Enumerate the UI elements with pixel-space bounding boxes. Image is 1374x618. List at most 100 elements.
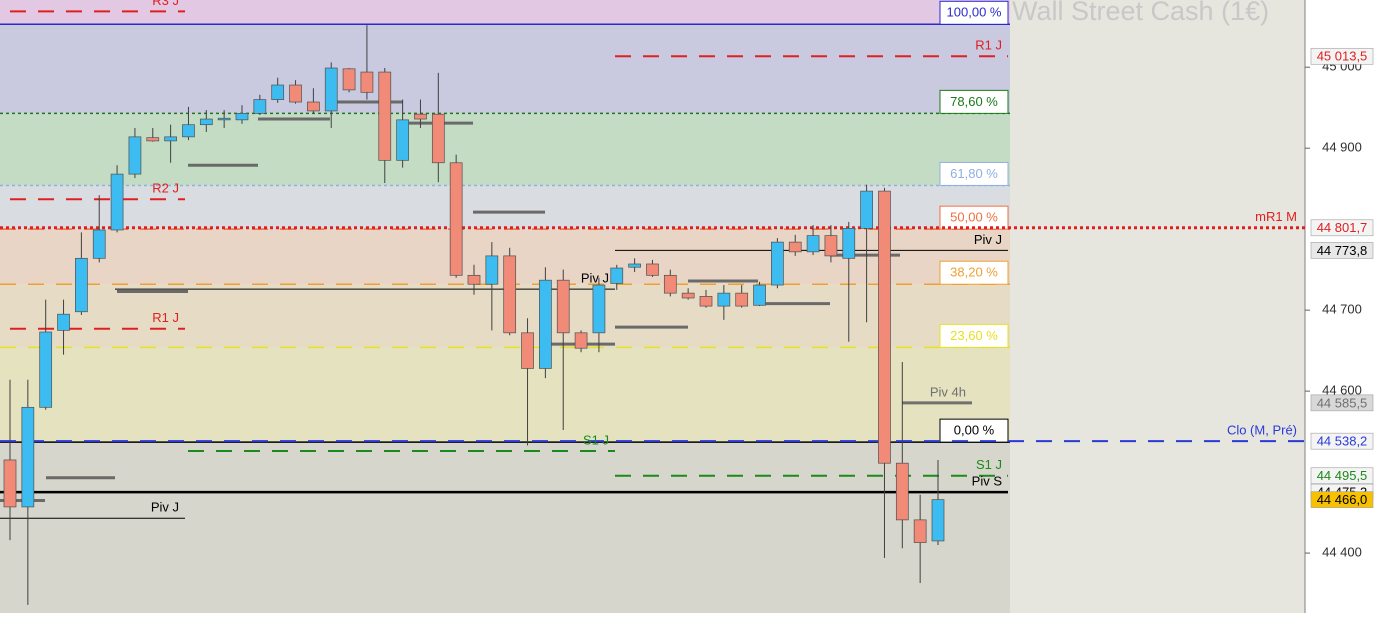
price-tag <box>1310 394 1374 412</box>
candle-body <box>717 292 731 307</box>
candle-body <box>574 332 588 349</box>
fib-label-box <box>939 418 1009 443</box>
candle-body <box>806 235 820 253</box>
fib-band <box>0 0 1010 25</box>
candle-body <box>378 71 392 161</box>
price-tag-label: 44 585,5 <box>1317 395 1368 410</box>
fib-band <box>0 185 1010 230</box>
candle-body <box>289 84 302 103</box>
level-label: Piv 4h <box>930 384 966 399</box>
candle-body <box>92 229 106 259</box>
candle-body <box>217 117 231 121</box>
candle-body <box>467 274 481 285</box>
fib-band <box>0 24 1010 114</box>
y-tick-label: 44 900 <box>1322 140 1362 155</box>
price-tag-label: 45 013,5 <box>1317 49 1368 64</box>
fib-label-box <box>939 89 1009 114</box>
price-tag <box>1310 47 1374 65</box>
candle-body <box>699 296 713 307</box>
axis-background <box>1305 0 1374 613</box>
candle-body <box>860 190 873 229</box>
candle-body <box>842 228 856 259</box>
candle-body <box>110 173 124 231</box>
candle-body <box>253 99 267 114</box>
fib-label-box <box>939 323 1009 348</box>
candle-body <box>628 263 641 268</box>
fib-label: 0,00 % <box>954 423 995 438</box>
candle-body <box>324 67 338 112</box>
fib-label: 23,60 % <box>950 328 998 343</box>
candle-body <box>164 136 177 142</box>
candle-body <box>592 284 606 334</box>
candle-body <box>913 519 927 543</box>
fib-band <box>0 442 1010 613</box>
candle-body <box>235 113 249 121</box>
candle-body <box>878 190 891 464</box>
candle-body <box>771 241 784 286</box>
candle-body <box>663 274 677 294</box>
price-tag <box>1310 219 1374 237</box>
candle-body <box>307 101 320 112</box>
level-label: R2 J <box>152 181 179 196</box>
candle-body <box>646 263 659 276</box>
candle-body <box>539 279 552 369</box>
price-tag-label: 44 538,2 <box>1317 434 1368 449</box>
candle-body <box>21 406 35 508</box>
candle-body <box>485 255 499 285</box>
level-label: R3 J <box>152 0 179 8</box>
level-label: Piv J <box>151 500 179 515</box>
level-label: R1 J <box>975 38 1002 53</box>
candle-body <box>199 118 213 126</box>
y-tick-label: 44 600 <box>1322 383 1362 398</box>
candle-body <box>75 257 88 313</box>
candle-body <box>503 255 517 334</box>
candle-body <box>128 136 142 175</box>
y-tick-label: 44 700 <box>1322 302 1362 317</box>
fib-label-box <box>939 161 1009 186</box>
candle-body <box>57 313 70 331</box>
candle-body <box>3 459 17 508</box>
level-label: Piv J <box>581 271 609 286</box>
candle-body <box>449 162 463 276</box>
candle-body <box>753 284 766 306</box>
price-tag-label: 44 495,5 <box>1317 468 1368 483</box>
candle-body <box>271 84 285 100</box>
level-label: R1 J <box>152 310 179 325</box>
level-label: S1 J <box>976 457 1002 472</box>
candle-body <box>182 124 195 138</box>
candle-body <box>895 462 909 521</box>
candle-body <box>681 292 695 299</box>
fib-label: 50,00 % <box>950 210 998 225</box>
fib-label-box <box>939 0 1009 25</box>
level-label: mR1 M <box>1255 209 1297 224</box>
candle-body <box>414 113 427 120</box>
candle-body <box>342 68 356 91</box>
candle-body <box>521 332 534 369</box>
chart-title: Wall Street Cash (1€) <box>1012 0 1269 26</box>
candle-body <box>39 331 53 408</box>
level-label: Piv S <box>972 474 1003 489</box>
price-tag-label: 44 466,0 <box>1317 492 1368 507</box>
fib-label: 100,00 % <box>947 5 1002 20</box>
price-tag <box>1310 242 1374 259</box>
y-tick-label: 44 400 <box>1322 545 1362 560</box>
level-label: Piv J <box>974 232 1002 247</box>
candle-body <box>431 113 445 164</box>
candle-body <box>146 137 160 142</box>
fib-band <box>0 113 1010 186</box>
level-label: S1 J <box>583 432 609 447</box>
fib-label: 78,60 % <box>950 94 998 109</box>
price-tag-label: 44 801,7 <box>1317 220 1368 235</box>
candle-body <box>788 241 802 253</box>
fib-label: 38,20 % <box>950 265 998 280</box>
candle-body <box>931 499 945 542</box>
fib-band <box>0 347 1010 443</box>
candle-body <box>360 71 374 93</box>
candle-body <box>610 267 624 284</box>
candle-body <box>396 119 409 161</box>
price-tag <box>1310 467 1374 485</box>
price-tag <box>1310 432 1374 450</box>
candle-body <box>824 235 838 257</box>
